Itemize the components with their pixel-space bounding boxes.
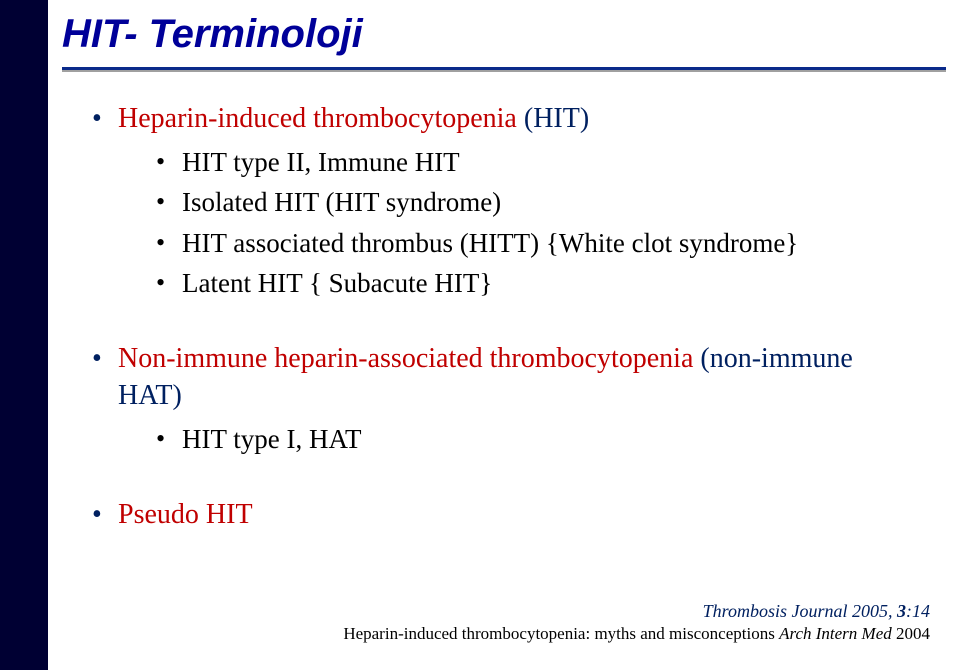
citation-2: Heparin-induced thrombocytopenia: myths … — [343, 623, 930, 646]
list-item: Latent HIT { Subacute HIT} — [154, 265, 920, 301]
citation-1-prefix: Thrombosis Journal 2005, — [703, 601, 897, 621]
group-1: Heparin-induced thrombocytopenia (HIT) H… — [88, 100, 920, 302]
citation-1: Thrombosis Journal 2005, 3:14 — [343, 599, 930, 623]
bullet-list: Heparin-induced thrombocytopenia (HIT) H… — [88, 100, 920, 533]
slide-title: HIT- Terminoloji — [48, 0, 960, 63]
citation-2-text: Heparin-induced thrombocytopenia: myths … — [343, 624, 779, 643]
group-1-heading-suffix: (HIT) — [517, 103, 589, 134]
item-text: HIT type II, Immune HIT — [182, 147, 460, 177]
group-2-heading-red: Non-immune heparin-associated thrombocyt… — [118, 343, 693, 374]
list-item: HIT type II, Immune HIT — [154, 144, 920, 180]
item-text: Isolated HIT (HIT syndrome) — [182, 187, 501, 217]
list-item: HIT associated thrombus (HITT) {White cl… — [154, 225, 920, 261]
group-1-heading-red: Heparin-induced thrombocytopenia — [118, 103, 517, 134]
left-accent-bar — [0, 0, 48, 670]
group-2: Non-immune heparin-associated thrombocyt… — [88, 340, 920, 458]
citation-1-suffix: :14 — [906, 601, 930, 621]
slide-body: HIT- Terminoloji Heparin-induced thrombo… — [48, 0, 960, 670]
group-2-items: HIT type I, HAT — [118, 421, 920, 457]
list-item: HIT type I, HAT — [154, 421, 920, 457]
item-text: HIT associated thrombus (HITT) {White cl… — [182, 228, 798, 258]
citation-2-journal: Arch Intern Med — [779, 624, 896, 643]
item-text: HIT type I, HAT — [182, 424, 361, 454]
footer-citations: Thrombosis Journal 2005, 3:14 Heparin-in… — [343, 599, 930, 646]
citation-2-year: 2004 — [896, 624, 930, 643]
group-3-heading-red: Pseudo HIT — [118, 499, 253, 530]
citation-1-volume: 3 — [897, 601, 906, 621]
group-3: Pseudo HIT — [88, 496, 920, 534]
group-1-items: HIT type II, Immune HIT Isolated HIT (HI… — [118, 144, 920, 302]
list-item: Isolated HIT (HIT syndrome) — [154, 184, 920, 220]
content-area: Heparin-induced thrombocytopenia (HIT) H… — [48, 70, 960, 533]
item-text: Latent HIT { Subacute HIT} — [182, 268, 492, 298]
